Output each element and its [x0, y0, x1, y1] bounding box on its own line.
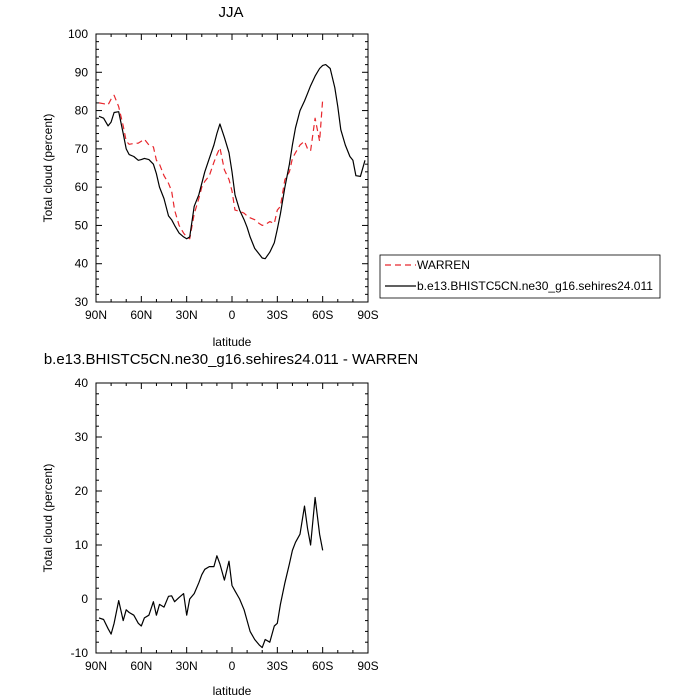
bottom-panel-ticks: [95, 382, 369, 654]
top-y-tick-label: 60: [75, 180, 89, 194]
bottom-x-tick-label: 60S: [312, 659, 333, 673]
bottom-y-tick-label: 20: [75, 484, 89, 498]
bottom-x-tick-label: 30N: [176, 659, 198, 673]
bottom-panel: b.e13.BHISTC5CN.ne30_g16.sehires24.011 -…: [41, 351, 418, 698]
bottom-y-tick-label: 30: [75, 430, 89, 444]
bottom-panel-frame: [95, 382, 369, 654]
top-y-tick-label: 90: [75, 65, 89, 79]
top-x-tick-label: 90S: [357, 308, 378, 322]
bottom-panel-y-label: Total cloud (percent): [41, 464, 55, 573]
top-panel-title: JJA: [218, 4, 243, 21]
top-panel: JJA 90N 60N 30N 0 30S 60S 90S 30 40 50 60 70 80 90 100…: [41, 4, 379, 349]
bottom-panel-series: [98, 496, 324, 649]
top-panel-tick-labels: 90N 60N 30N 0 30S 60S 90S 30 40 50 60 70 80 90 100: [68, 27, 379, 322]
top-y-tick-label: 100: [68, 27, 88, 41]
top-panel-x-label: latitude: [213, 335, 252, 349]
bottom-x-tick-label: 0: [229, 659, 236, 673]
bottom-y-tick-label: -10: [71, 646, 89, 660]
top-series-line-1: [98, 63, 366, 260]
top-y-tick-label: 30: [75, 295, 89, 309]
legend-label-warren: WARREN: [417, 258, 470, 272]
top-y-tick-label: 80: [75, 104, 89, 118]
top-x-tick-label: 30N: [176, 308, 198, 322]
bottom-y-tick-label: 10: [75, 538, 89, 552]
bottom-series-line-0: [98, 496, 324, 649]
top-x-tick-label: 60S: [312, 308, 333, 322]
top-y-tick-label: 50: [75, 218, 89, 232]
bottom-panel-tick-labels: 90N 60N 30N 0 30S 60S 90S -10 0 10 20 30 40: [71, 376, 379, 673]
legend: WARREN b.e13.BHISTC5CN.ne30_g16.sehires2…: [379, 254, 661, 299]
top-panel-y-label: Total cloud (percent): [41, 114, 55, 223]
top-y-tick-label: 40: [75, 257, 89, 271]
top-panel-ticks: [95, 33, 369, 303]
bottom-x-tick-label: 90N: [85, 659, 107, 673]
top-series-line-0: [98, 94, 324, 240]
top-y-tick-label: 70: [75, 142, 89, 156]
bottom-x-tick-label: 30S: [267, 659, 288, 673]
bottom-y-tick-label: 0: [81, 592, 88, 606]
legend-box: [379, 254, 661, 299]
top-panel-series: [98, 63, 366, 260]
top-x-tick-label: 30S: [267, 308, 288, 322]
top-x-tick-label: 90N: [85, 308, 107, 322]
bottom-panel-title: b.e13.BHISTC5CN.ne30_g16.sehires24.011 -…: [44, 351, 418, 368]
legend-label-model: b.e13.BHISTC5CN.ne30_g16.sehires24.011: [417, 279, 653, 293]
bottom-x-tick-label: 90S: [357, 659, 378, 673]
bottom-x-tick-label: 60N: [130, 659, 152, 673]
top-x-tick-label: 0: [229, 308, 236, 322]
bottom-panel-x-label: latitude: [213, 684, 252, 698]
bottom-y-tick-label: 40: [75, 376, 89, 390]
top-x-tick-label: 60N: [130, 308, 152, 322]
